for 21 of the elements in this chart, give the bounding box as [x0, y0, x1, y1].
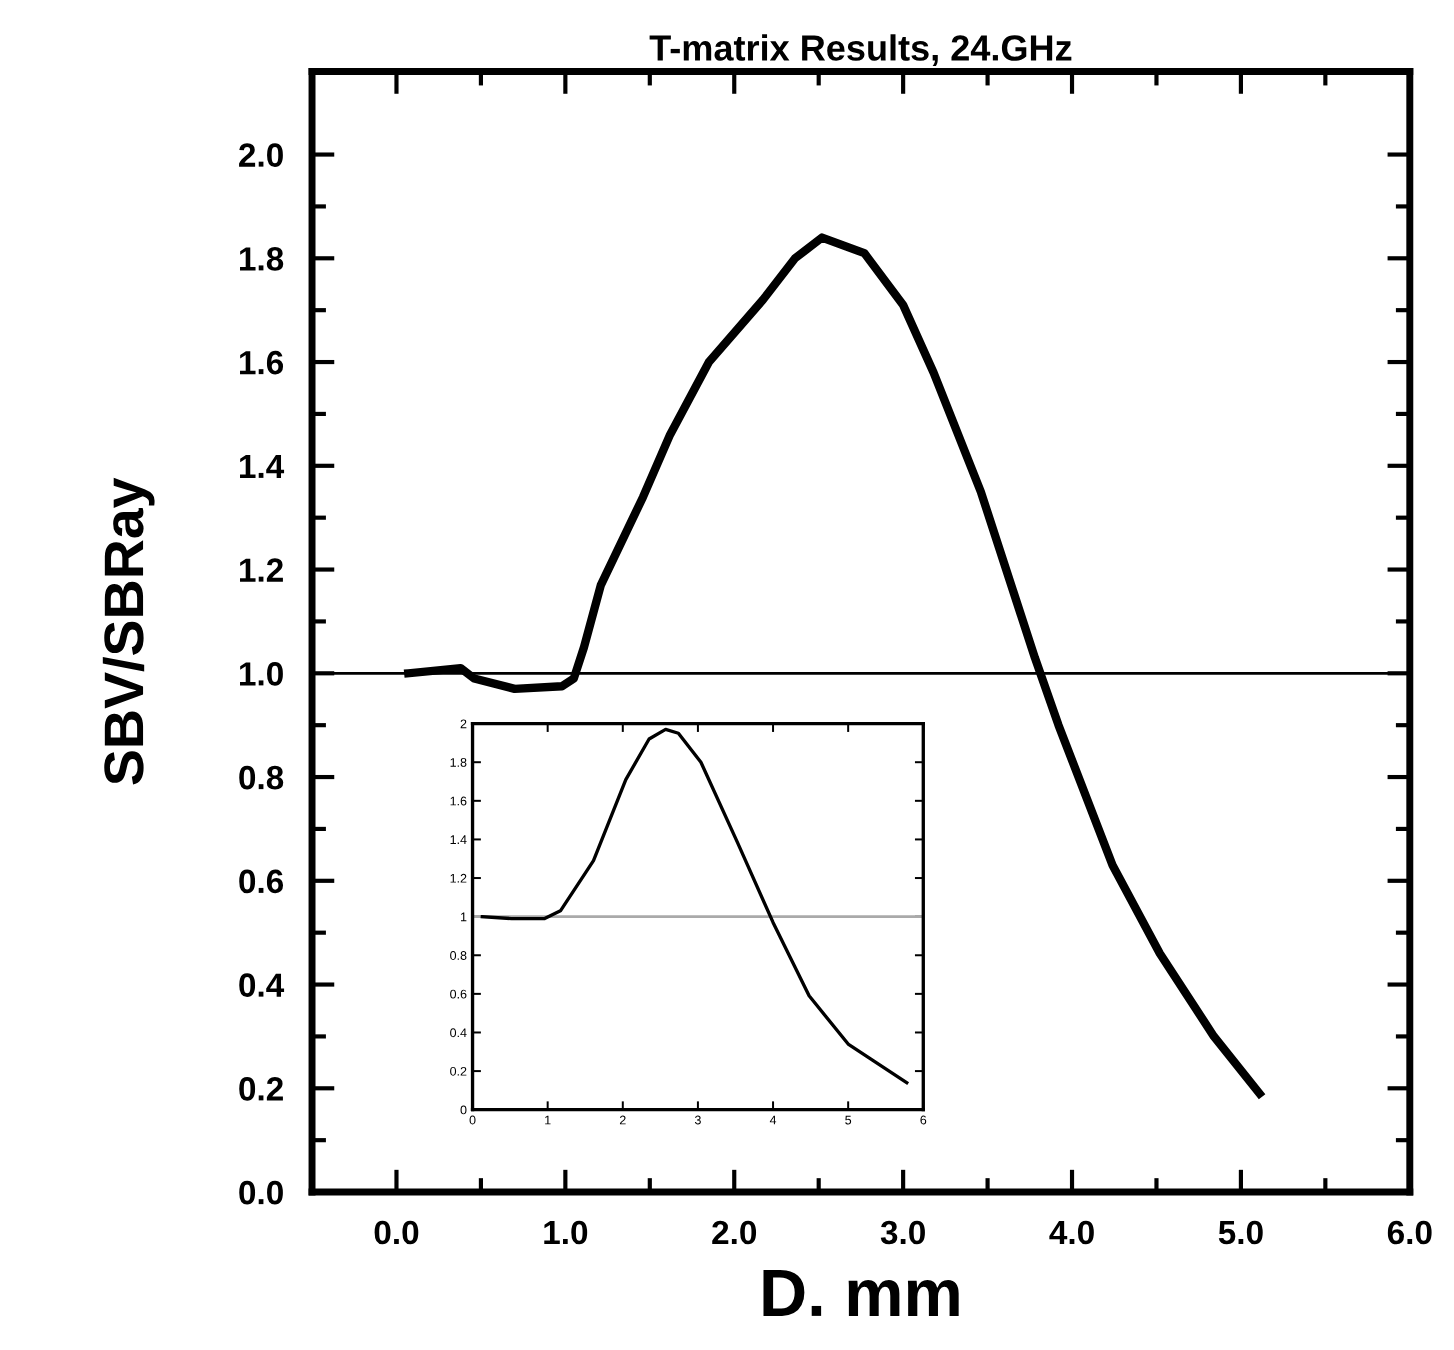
y-tick-label: 1.6: [240, 350, 284, 375]
x-tick-label: 1.0: [544, 1220, 588, 1245]
y-tick-label: 1.2: [240, 558, 283, 582]
x-tick-label: 5.0: [1218, 1220, 1263, 1245]
x-tick-label: 6.0: [1387, 1220, 1432, 1245]
y-tick-label: 1.0: [240, 662, 283, 686]
y-tick-label: 0.2: [239, 1077, 283, 1101]
y-tick-label: 1.8: [240, 247, 284, 271]
x-tick-label: 0.0: [374, 1220, 419, 1245]
x-tick-label: 2.0: [712, 1220, 757, 1245]
y-tick-label: 0.6: [239, 869, 284, 894]
chart-title: T-matrix Results, 24.GHz: [649, 34, 1072, 67]
y-tick-label: 2.0: [239, 143, 283, 167]
x-tick-label: 3.0: [880, 1220, 925, 1245]
y-tick-label: 0.8: [239, 765, 284, 790]
y-tick-label: 0.0: [239, 1180, 283, 1205]
y-tick-label: 0.4: [239, 973, 285, 997]
y-axis-title: SBV/SBRay: [102, 477, 155, 785]
x-axis-title: D. mm: [763, 1270, 959, 1316]
y-tick-label: 1.4: [240, 454, 285, 478]
x-tick-label: 4.0: [1049, 1220, 1094, 1245]
